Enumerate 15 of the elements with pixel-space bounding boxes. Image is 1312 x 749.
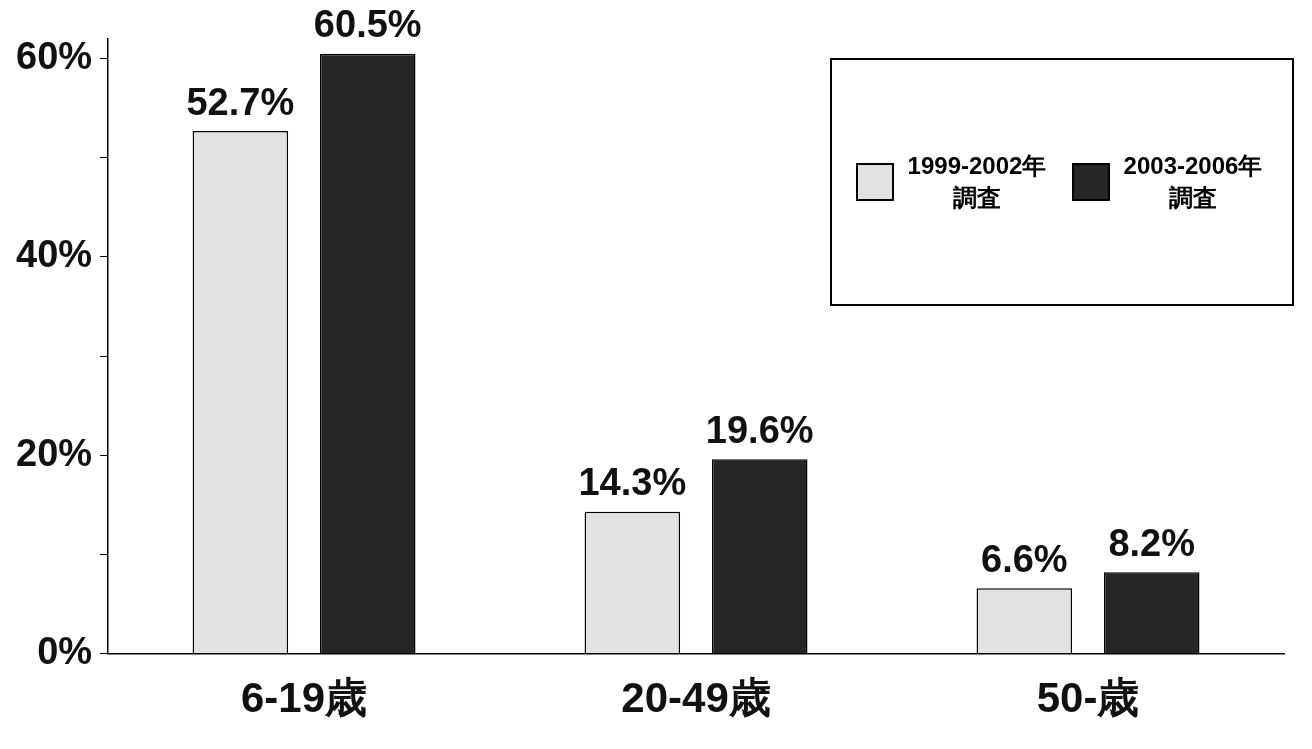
y-tick-label: 60% xyxy=(15,35,93,78)
y-tick-label: 20% xyxy=(15,431,93,474)
x-tick-label: 50-歳 xyxy=(1036,674,1140,722)
data-label: 8.2% xyxy=(1108,521,1196,564)
x-tick-label: 6-19歳 xyxy=(241,674,368,722)
data-label: 60.5% xyxy=(313,3,422,46)
data-label: 6.6% xyxy=(981,537,1068,580)
data-label: 52.7% xyxy=(186,80,295,123)
y-tick-label: 40% xyxy=(15,233,93,276)
legend-label: 2003-2006年調査 xyxy=(1122,151,1264,213)
data-label: 19.6% xyxy=(705,408,814,451)
y-tick-label: 0% xyxy=(37,630,93,673)
x-tick-label: 20-49歳 xyxy=(621,674,771,722)
data-label: 14.3% xyxy=(578,461,687,504)
legend-label: 1999-2002年調査 xyxy=(906,151,1048,213)
